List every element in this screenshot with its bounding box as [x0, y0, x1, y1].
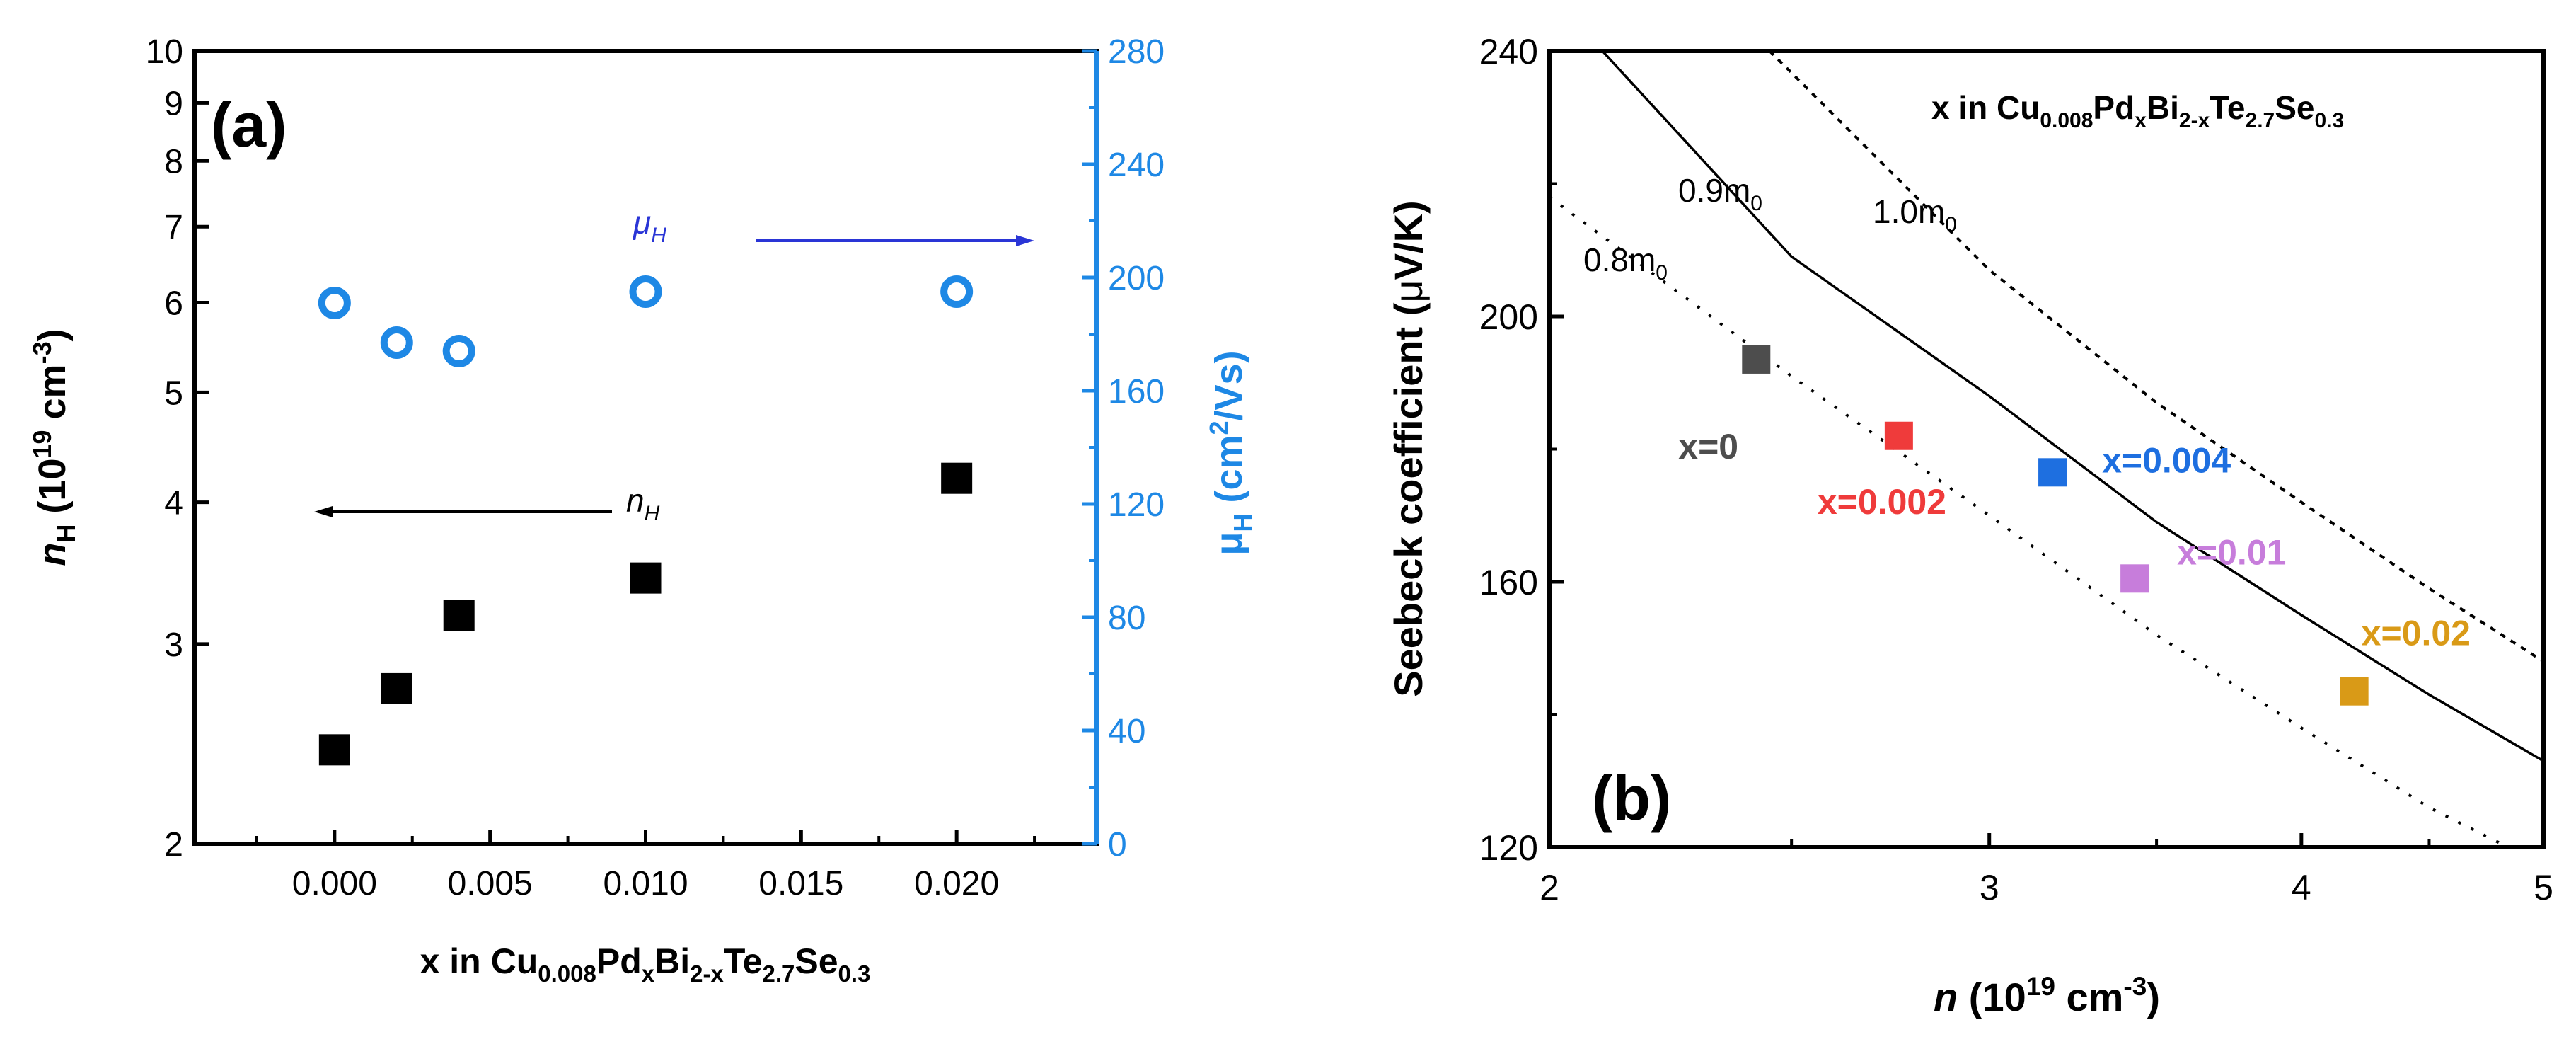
seebeck-point: [1742, 345, 1771, 374]
x-tick-label-b: 2: [1540, 868, 1559, 907]
y-left-ticks-a: 2 3 4 5 6 7 8 9 10: [146, 33, 209, 864]
point-label: x=0.02: [2362, 614, 2471, 653]
y-left-tick-label: 7: [164, 209, 183, 246]
y-left-tick-label: 5: [164, 374, 183, 412]
y-left-tick-label: 10: [146, 33, 183, 71]
y-right-tick-label: 160: [1108, 373, 1165, 411]
y-left-tick-label: 6: [164, 285, 183, 322]
muH-point: [629, 275, 662, 308]
point-label: x=0.01: [2177, 532, 2286, 572]
y-right-tick-label: 240: [1108, 147, 1165, 184]
y-axis-label-b: Seebeck coefficient (μV/K): [1386, 200, 1431, 697]
seebeck-points: x=0 x=0.002 x=0.004 x=0.01 x=0.02: [1678, 345, 2471, 706]
seebeck-point: [2340, 677, 2369, 706]
nH-arrow-head: [314, 506, 333, 517]
y-tick-label-b: 240: [1479, 32, 1538, 71]
y-tick-label-b: 120: [1479, 828, 1538, 868]
muH-point: [380, 326, 413, 359]
y-left-tick-label: 3: [164, 626, 183, 664]
point-label: x=0.004: [2102, 440, 2231, 480]
curve-label-0.9m0: 0.9m0: [1678, 172, 1762, 215]
y-axis-label-left: nH (1019 cm-3): [28, 328, 81, 566]
x-tick-label-a: 0.010: [603, 865, 688, 902]
seebeck-point: [1884, 421, 1913, 450]
y-left-tick-label: 9: [164, 85, 183, 122]
y-tick-label-b: 200: [1479, 297, 1538, 337]
curve-0.8m0: [1549, 195, 2512, 847]
nH-point: [941, 462, 973, 494]
muH-point: [442, 335, 475, 367]
point-label: x=0: [1678, 427, 1738, 466]
seebeck-point: [2038, 458, 2067, 487]
y-axis-label-right: μH (cm2/Vs): [1204, 350, 1257, 555]
muH-arrow-label: μH: [633, 204, 666, 247]
series-nH: [318, 462, 973, 766]
y-right-tick-label: 0: [1108, 826, 1127, 864]
x-axis-label-a: x in Cu0.008PdxBi2-xTe2.7Se0.3: [420, 941, 871, 987]
x-ticks-b: 2 3 4 5: [1540, 833, 2553, 907]
y-right-tick-label: 80: [1108, 600, 1145, 637]
y-ticks-b: 120 160 200 240: [1479, 32, 1564, 868]
nH-point: [443, 600, 475, 631]
y-left-tick-label: 8: [164, 143, 183, 180]
point-label: x=0.002: [1818, 482, 1946, 522]
y-tick-label-b: 160: [1479, 563, 1538, 602]
model-curves: [1549, 51, 2543, 847]
curve-label-1.0m0: 1.0m0: [1873, 193, 1957, 236]
y-right-tick-label: 120: [1108, 486, 1165, 524]
x-tick-label-a: 0.000: [292, 865, 377, 902]
y-right-tick-label: 40: [1108, 713, 1145, 750]
panel-label-b: (b): [1592, 763, 1671, 833]
nH-point: [630, 562, 662, 594]
x-ticks-a: 0.000 0.005 0.010 0.015 0.020: [255, 830, 1036, 902]
x-tick-label-b: 3: [1980, 868, 1999, 907]
seebeck-point: [2120, 564, 2149, 593]
curve-0.9m0: [1601, 51, 2543, 762]
y-left-tick-label: 4: [164, 485, 183, 522]
x-tick-label-a: 0.015: [758, 865, 843, 902]
x-tick-label-a: 0.005: [448, 865, 533, 902]
x-tick-label-b: 4: [2292, 868, 2311, 907]
plot-frame-a: [192, 49, 1099, 846]
nH-arrow-label: nH: [626, 482, 660, 525]
muH-arrow-head: [1016, 235, 1034, 246]
panel-a: 0.000 0.005 0.010 0.015 0.020 2 3 4 5 6 7 8 9 10 0 40…: [28, 33, 1257, 987]
panel-label-a: (a): [211, 90, 287, 160]
y-right-tick-label: 200: [1108, 260, 1165, 297]
nH-point: [381, 672, 412, 704]
y-left-tick-label: 2: [164, 826, 183, 864]
curve-1.0m0: [1768, 51, 2543, 663]
panel-b: 2 3 4 5 120 160 200 240 x=0 x=0.002 x=0.004 x=0.0…: [1386, 32, 2553, 1019]
series-muH: [318, 275, 974, 367]
x-tick-label-a: 0.020: [914, 865, 999, 902]
x-axis-label-b: n (1019 cm-3): [1934, 972, 2160, 1019]
nH-point: [318, 734, 350, 766]
curve-label-0.8m0: 0.8m0: [1583, 241, 1668, 285]
panel-b-title: x in Cu0.008PdxBi2-xTe2.7Se0.3: [1931, 89, 2344, 132]
y-right-tick-label: 280: [1108, 33, 1165, 71]
x-tick-label-b: 5: [2534, 868, 2553, 907]
muH-point: [318, 287, 351, 319]
muH-point: [940, 275, 974, 308]
y-right-ticks-a: 0 40 80 120 160 200 240 280: [1082, 33, 1165, 864]
